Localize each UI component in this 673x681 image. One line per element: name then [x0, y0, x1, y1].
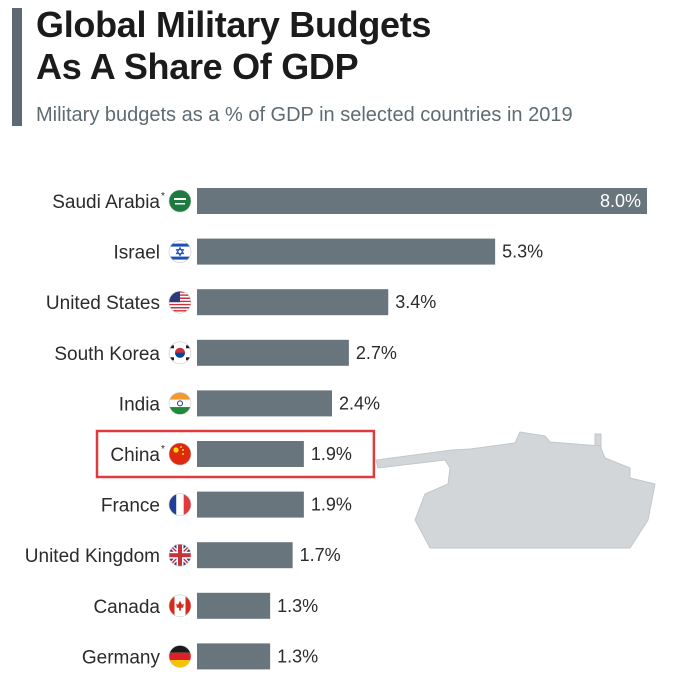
category-label-germany: Germany — [82, 647, 161, 668]
value-label-india: 2.4% — [339, 393, 380, 413]
bar-canada — [197, 592, 271, 619]
india-flag-icon — [168, 392, 192, 415]
title-accent-bar — [12, 8, 22, 126]
saudi-arabia-flag-icon — [168, 189, 192, 213]
bar-saudi-arabia — [197, 188, 647, 214]
value-label-france: 1.9% — [311, 495, 352, 515]
bar-united-states — [197, 289, 389, 316]
bar-south-korea — [197, 339, 349, 366]
value-label-germany: 1.3% — [277, 646, 318, 666]
chart-title: Global Military Budgets As A Share Of GD… — [36, 4, 431, 88]
category-label-south-korea: South Korea — [54, 344, 160, 365]
south-korea-flag-icon — [168, 341, 192, 365]
bar-india — [197, 390, 332, 417]
asterisk-china: * — [161, 444, 165, 455]
category-label-united-states: United States — [46, 293, 160, 314]
bar-germany — [197, 643, 271, 670]
category-label-united-kingdom: United Kingdom — [25, 546, 160, 567]
china-flag-icon — [168, 442, 192, 466]
category-label-saudi-arabia: Saudi Arabia — [52, 192, 160, 213]
united-states-flag-icon — [168, 290, 192, 314]
israel-flag-icon — [168, 240, 192, 263]
value-label-united-kingdom: 1.7% — [300, 545, 341, 565]
value-label-canada: 1.3% — [277, 596, 318, 616]
value-label-saudi-arabia: 8.0% — [600, 191, 641, 211]
highlight-box — [95, 429, 376, 479]
bar-united-kingdom — [197, 542, 293, 569]
france-flag-icon — [168, 493, 192, 516]
category-label-france: France — [101, 496, 160, 517]
bar-china — [197, 441, 304, 467]
value-label-israel: 5.3% — [502, 242, 543, 262]
chart-subtitle: Military budgets as a % of GDP in select… — [36, 104, 573, 126]
tank-silhouette-icon — [375, 431, 656, 549]
asterisk-saudi-arabia: * — [161, 191, 165, 202]
category-label-israel: Israel — [114, 243, 160, 264]
bar-france — [197, 491, 304, 518]
value-label-china: 1.9% — [311, 444, 352, 464]
chart-title-line-1: Global Military Budgets — [36, 4, 432, 45]
category-label-canada: Canada — [93, 597, 160, 618]
bars-group: Saudi Arabia * 8.0%Israel 5.3%United States… — [25, 188, 647, 670]
chart-title-line-2: As A Share Of GDP — [36, 46, 359, 87]
value-label-south-korea: 2.7% — [356, 343, 397, 363]
value-label-united-states: 3.4% — [395, 292, 436, 312]
category-label-india: India — [119, 394, 161, 415]
germany-flag-icon — [168, 645, 192, 668]
united-kingdom-flag-icon — [168, 543, 192, 567]
category-label-china: China — [110, 445, 160, 466]
canada-flag-icon — [168, 594, 192, 618]
bar-israel — [197, 238, 496, 265]
